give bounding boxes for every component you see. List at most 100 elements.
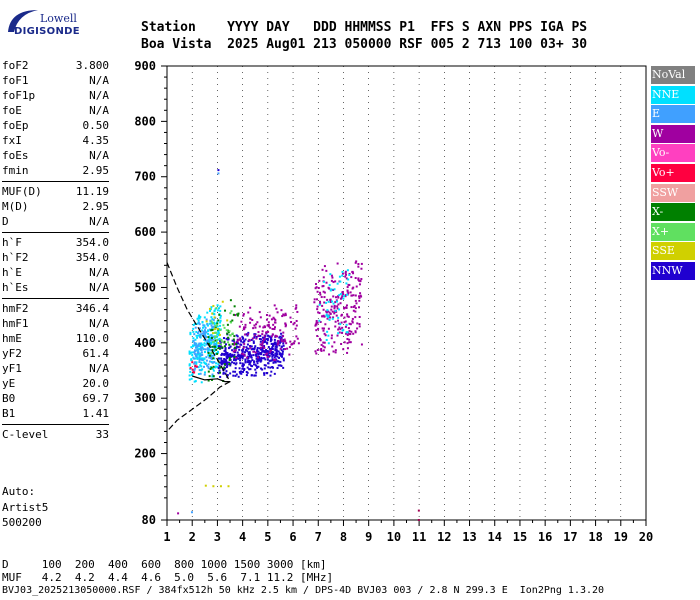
echo-point: [328, 353, 331, 356]
echo-point: [206, 341, 209, 344]
echo-point: [214, 324, 217, 327]
echo-point: [220, 353, 223, 356]
echo-point: [238, 354, 241, 357]
echo-point: [229, 312, 232, 315]
echo-point: [350, 330, 353, 333]
echo-point: [334, 280, 337, 283]
echo-point: [232, 370, 235, 373]
echo-point: [271, 327, 274, 330]
echo-point: [346, 286, 349, 289]
echo-point: [204, 334, 207, 337]
echo-point: [265, 318, 268, 321]
echo-point: [268, 314, 271, 317]
echo-point: [192, 324, 195, 327]
echo-point: [358, 325, 361, 328]
x-tick-label: 5: [264, 530, 271, 544]
echo-point: [261, 348, 264, 351]
echo-point: [203, 373, 206, 376]
echo-point: [338, 326, 341, 329]
echo-point: [242, 341, 245, 344]
echo-point: [233, 353, 236, 356]
echo-point: [318, 319, 321, 322]
echo-point: [244, 338, 247, 341]
echo-point: [354, 331, 357, 334]
echo-point: [257, 331, 260, 334]
echo-point: [280, 339, 283, 342]
echo-point: [336, 262, 339, 265]
echo-point: [210, 333, 213, 336]
echo-point: [274, 349, 277, 352]
echo-point: [267, 366, 270, 369]
echo-point: [271, 333, 274, 336]
echo-point: [220, 357, 223, 360]
echo-point: [214, 331, 217, 334]
echo-point: [332, 288, 335, 291]
echo-point: [238, 338, 241, 341]
echo-point: [225, 337, 228, 340]
echo-point: [217, 169, 220, 172]
echo-point: [241, 335, 244, 338]
echo-point: [348, 338, 351, 341]
echo-point: [211, 312, 214, 315]
echo-point: [203, 361, 206, 364]
logo-swoosh-icon: [8, 10, 38, 32]
echo-point: [337, 295, 340, 298]
echo-point: [233, 355, 236, 358]
echo-point: [190, 511, 193, 514]
echo-point: [244, 349, 247, 352]
echo-point: [211, 373, 214, 376]
param-row: C-level 33: [2, 427, 109, 442]
y-tick-label: 80: [142, 513, 156, 527]
echo-point: [217, 327, 220, 330]
echo-point: [228, 361, 231, 364]
echo-point: [240, 354, 243, 357]
echo-point: [321, 315, 324, 318]
echo-point: [273, 342, 276, 345]
echo-point: [195, 365, 198, 368]
echo-point: [277, 342, 280, 345]
echo-point: [211, 326, 214, 329]
param-separator: [2, 181, 109, 182]
echo-point: [212, 369, 215, 372]
echo-point: [224, 309, 227, 312]
echo-point: [334, 301, 337, 304]
echo-point: [231, 339, 234, 342]
echo-point: [253, 348, 256, 351]
echo-point: [213, 348, 216, 351]
echo-point: [252, 340, 255, 343]
echo-point: [198, 356, 201, 359]
echo-point: [225, 362, 228, 365]
echo-point: [263, 346, 266, 349]
echo-point: [276, 355, 279, 358]
echo-point: [344, 272, 347, 275]
echo-point: [265, 349, 268, 352]
echo-point: [254, 353, 257, 356]
echo-point: [345, 282, 348, 285]
echo-point: [341, 295, 344, 298]
echo-point: [241, 352, 244, 355]
echo-point: [231, 349, 234, 352]
echo-point: [197, 330, 200, 333]
echo-point: [203, 344, 206, 347]
echo-point: [337, 303, 340, 306]
echo-point: [215, 331, 218, 334]
echo-point: [333, 341, 336, 344]
echo-point: [238, 325, 241, 328]
echo-point: [204, 332, 207, 335]
echo-point: [208, 354, 211, 357]
echo-point: [343, 307, 346, 310]
echo-point: [201, 321, 204, 324]
echo-point: [331, 317, 334, 320]
echo-point: [263, 341, 266, 344]
echo-point: [271, 346, 274, 349]
x-tick-label: 4: [239, 530, 246, 544]
param-separator: [2, 232, 109, 233]
echo-point: [201, 326, 204, 329]
echo-point: [228, 363, 231, 366]
echo-point: [328, 318, 331, 321]
echo-point: [241, 370, 244, 373]
echo-point: [253, 336, 256, 339]
echo-point: [272, 353, 275, 356]
echo-point: [226, 373, 229, 376]
echo-point: [226, 323, 229, 326]
